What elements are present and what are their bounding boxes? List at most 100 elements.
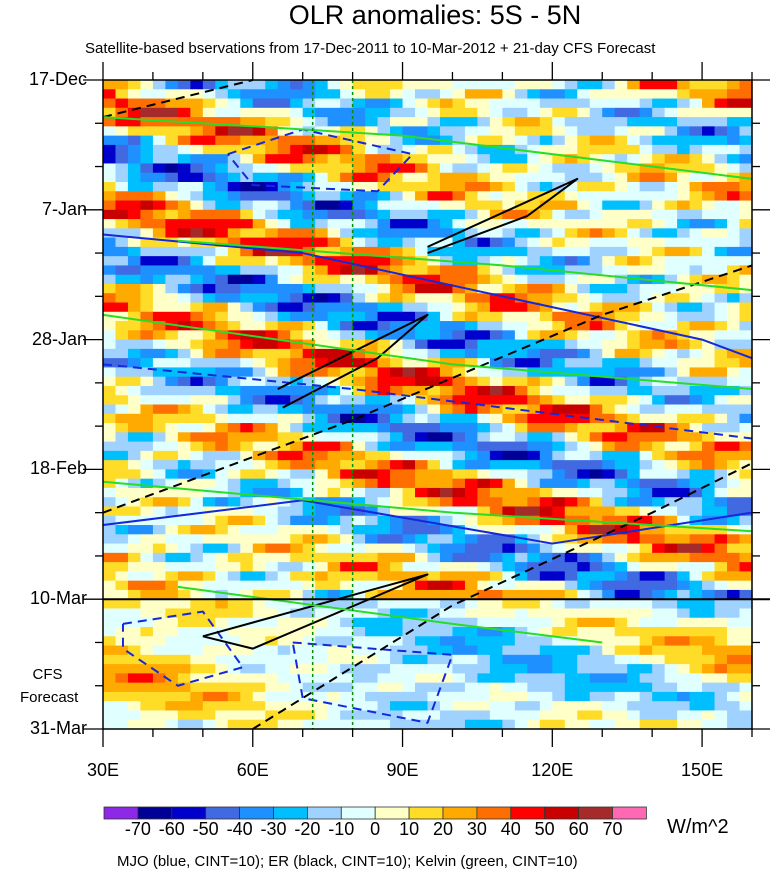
heatmap-cell — [614, 636, 628, 647]
heatmap-cell — [165, 423, 179, 433]
heatmap-cell — [177, 478, 191, 489]
heatmap-cell — [290, 311, 304, 322]
heatmap-cell — [103, 682, 117, 693]
heatmap-cell — [589, 246, 603, 257]
heatmap-cell — [464, 367, 479, 378]
heatmap-cell — [415, 664, 429, 674]
heatmap-cell — [315, 302, 329, 313]
heatmap-cell — [677, 478, 691, 489]
heatmap-cell — [727, 376, 741, 387]
heatmap-cell — [664, 710, 678, 721]
heatmap-cell — [177, 543, 191, 554]
heatmap-cell — [739, 571, 753, 582]
heatmap-cell — [140, 515, 154, 526]
heatmap-cell — [727, 534, 741, 545]
heatmap-cell — [739, 710, 753, 721]
heatmap-cell — [639, 172, 653, 183]
heatmap-cell — [290, 228, 304, 239]
heatmap-cell — [502, 209, 516, 220]
heatmap-cell — [602, 617, 616, 628]
heatmap-cell — [727, 144, 741, 155]
heatmap-cell — [277, 645, 291, 656]
heatmap-cell — [702, 636, 716, 647]
heatmap-cell — [240, 562, 254, 572]
heatmap-cell — [739, 691, 753, 702]
heatmap-cell — [227, 469, 241, 480]
heatmap-cell — [215, 497, 229, 508]
heatmap-cell — [252, 200, 266, 211]
heatmap-cell — [177, 219, 191, 229]
heatmap-cell — [539, 645, 553, 656]
heatmap-cell — [315, 719, 329, 730]
heatmap-cell — [427, 219, 441, 229]
heatmap-cell — [140, 80, 154, 90]
heatmap-cell — [564, 181, 578, 192]
heatmap-cell — [702, 163, 716, 174]
heatmap-cell — [427, 107, 441, 118]
heatmap-cell — [152, 543, 167, 554]
heatmap-cell — [464, 135, 479, 146]
heatmap-cell — [514, 645, 528, 656]
heatmap-cell — [502, 246, 516, 257]
heatmap-cell — [177, 654, 191, 665]
heatmap-cell — [165, 654, 179, 665]
heatmap-cell — [564, 321, 578, 331]
mjo-contour — [102, 499, 753, 545]
heatmap-cell — [415, 617, 429, 628]
heatmap-cell — [302, 200, 316, 211]
heatmap-cell — [140, 469, 154, 480]
heatmap-cell — [402, 237, 416, 248]
heatmap-cell — [415, 423, 429, 433]
heatmap-cell — [664, 525, 678, 535]
heatmap-cell — [702, 135, 716, 146]
heatmap-cell — [564, 580, 578, 591]
heatmap-cell — [727, 701, 741, 712]
heatmap-cell — [252, 478, 266, 489]
heatmap-cell — [514, 506, 528, 517]
heatmap-cell — [464, 617, 479, 628]
heatmap-cell — [564, 385, 578, 396]
heatmap-cell — [140, 589, 154, 600]
heatmap-cell — [589, 339, 603, 350]
heatmap-cell — [252, 107, 266, 118]
heatmap-cell — [140, 144, 154, 155]
heatmap-cell — [252, 506, 266, 517]
heatmap-cell — [514, 246, 528, 257]
heatmap-cell — [140, 330, 154, 341]
heatmap-cell — [240, 256, 254, 267]
heatmap-cell — [539, 385, 553, 396]
heatmap-cell — [152, 562, 167, 572]
heatmap-cell — [502, 450, 516, 461]
heatmap-cell — [714, 487, 728, 498]
heatmap-cell — [177, 664, 191, 674]
heatmap-cell — [202, 608, 216, 619]
heatmap-cell — [539, 413, 553, 424]
heatmap-cell — [340, 200, 354, 211]
heatmap-cell — [564, 126, 578, 137]
heatmap-cell — [477, 497, 491, 508]
heatmap-cell — [165, 682, 179, 693]
heatmap-cell — [140, 98, 154, 109]
heatmap-cell — [152, 228, 167, 239]
heatmap-cell — [589, 710, 603, 721]
heatmap-cell — [552, 534, 566, 545]
heatmap-cell — [564, 487, 578, 498]
heatmap-cell — [277, 534, 291, 545]
heatmap-cell — [127, 98, 142, 109]
heatmap-cell — [352, 135, 366, 146]
heatmap-cell — [527, 339, 541, 350]
heatmap-cell — [315, 219, 329, 229]
heatmap-cell — [439, 404, 454, 415]
heatmap-cell — [552, 209, 566, 220]
heatmap-cell — [664, 98, 678, 109]
heatmap-cell — [352, 228, 366, 239]
heatmap-cell — [327, 562, 341, 572]
heatmap-cell — [290, 543, 304, 554]
heatmap-cell — [190, 358, 204, 369]
heatmap-cell — [552, 701, 566, 712]
heatmap-cell — [265, 719, 279, 730]
heatmap-cell — [240, 506, 254, 517]
heatmap-cell — [377, 200, 391, 211]
heatmap-cell — [652, 395, 666, 406]
heatmap-cell — [277, 80, 291, 90]
